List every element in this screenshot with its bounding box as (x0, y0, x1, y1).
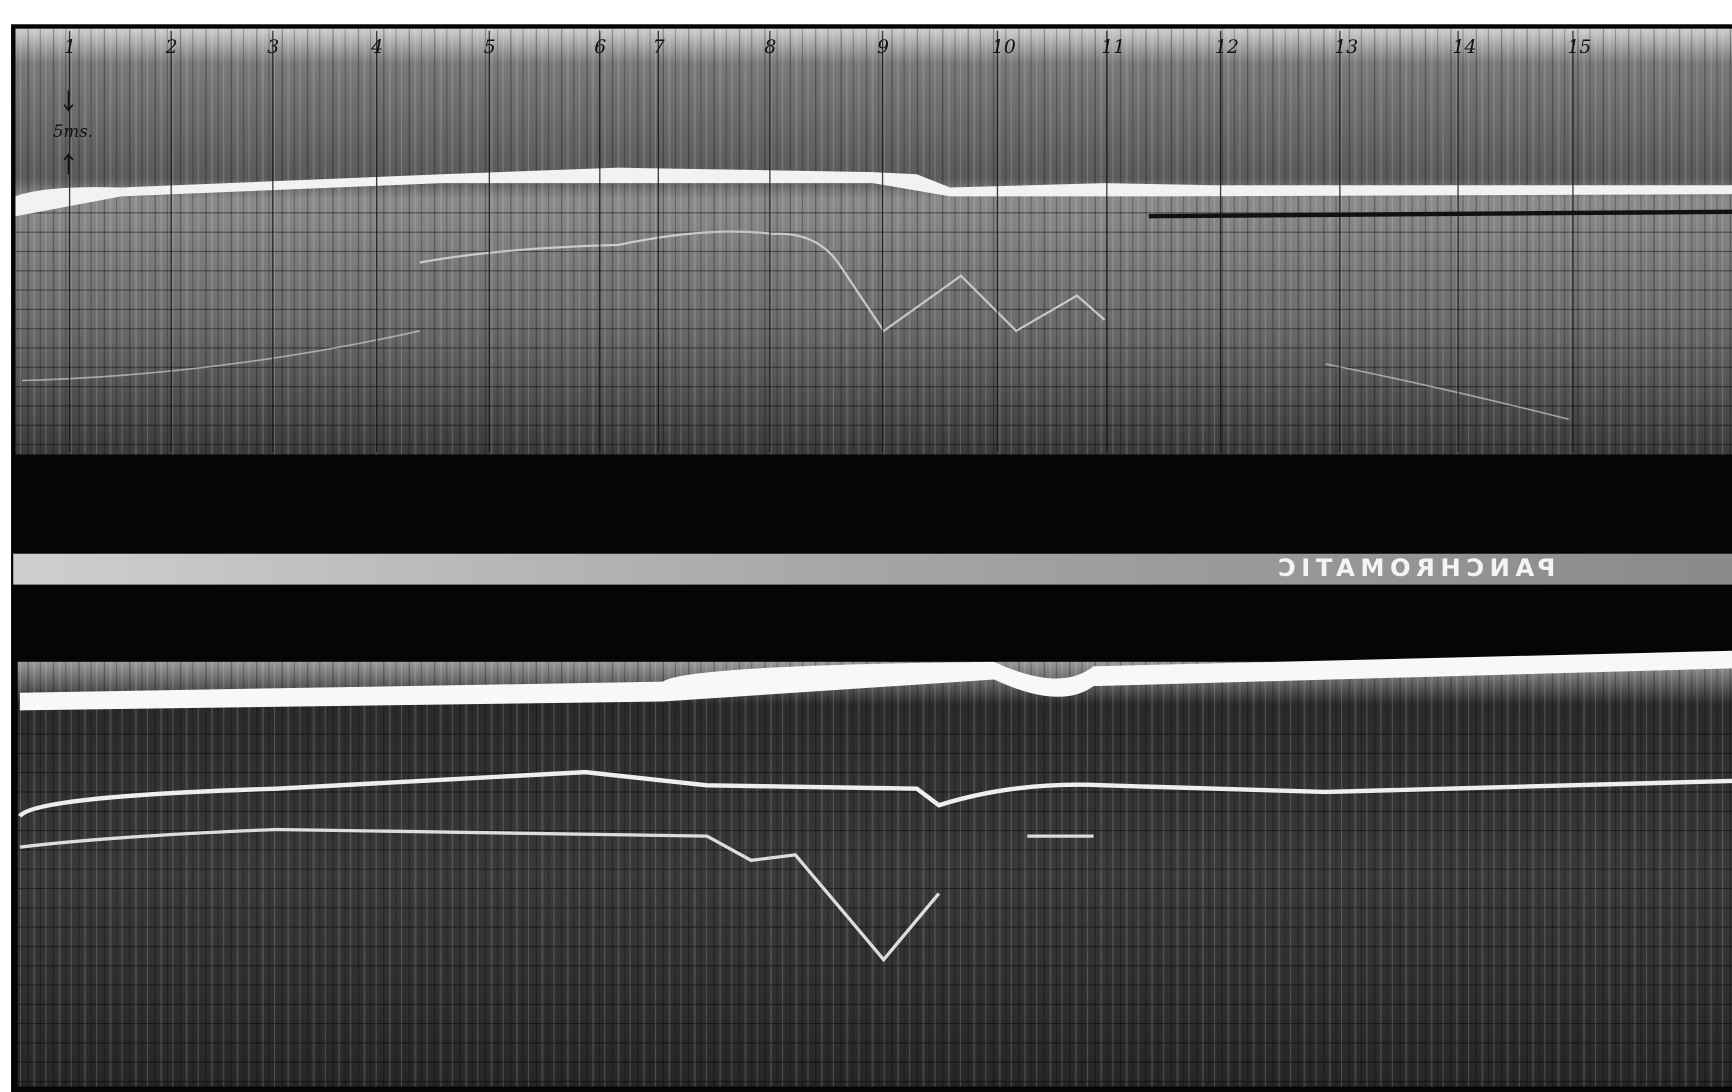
fix-mark-label: 13 (1334, 37, 1358, 58)
fix-mark-label: 4 (370, 37, 383, 58)
fix-mark-label: 11 (1101, 37, 1125, 58)
fix-mark-label: 10 (992, 37, 1016, 58)
scale-label: 5ms. (53, 122, 93, 141)
fix-mark-label: 7 (653, 37, 665, 58)
fix-mark-label: 12 (1215, 37, 1239, 58)
fix-mark-label: 1 (64, 37, 76, 58)
sonar-record: 5ms. PANCHROMATIC 123456789101112131415 (0, 0, 1732, 1092)
fix-mark-label: 2 (165, 37, 178, 58)
fix-mark-label: 3 (267, 37, 279, 58)
film-edge-text: PANCHROMATIC (1272, 553, 1555, 582)
fix-mark-label: 5 (484, 37, 496, 58)
page: 5ms. PANCHROMATIC 123456789101112131415 … (0, 0, 1732, 1092)
fix-mark-label: 15 (1567, 37, 1591, 58)
lower-grid (18, 717, 1732, 1087)
fix-mark-label: 14 (1453, 37, 1477, 58)
fix-mark-label: 9 (877, 37, 889, 58)
fix-mark-label: 8 (764, 37, 776, 58)
fix-mark-label: 6 (594, 37, 606, 58)
